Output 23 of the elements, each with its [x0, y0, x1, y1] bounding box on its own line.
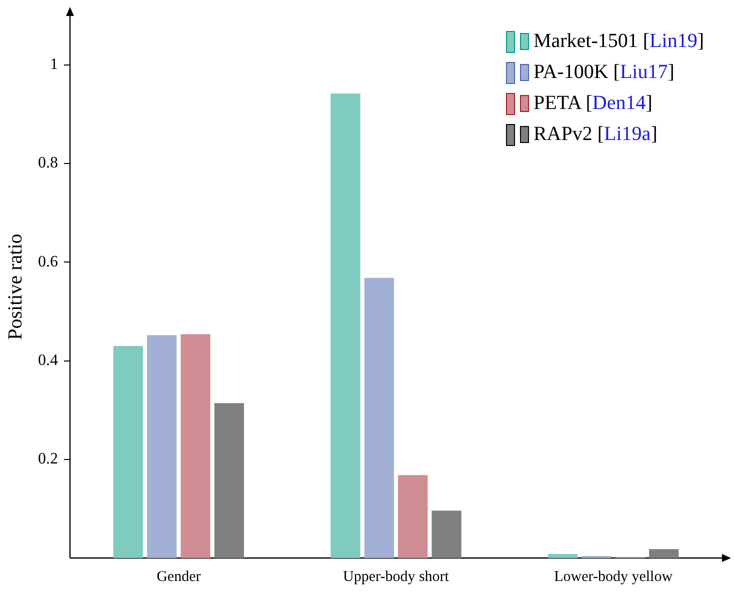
bar — [113, 346, 143, 558]
x-tick-label: Upper-body short — [343, 568, 450, 585]
legend-label: PA-100K [Liu17] — [533, 60, 674, 85]
y-tick-label: 0.6 — [38, 253, 58, 270]
bar — [432, 510, 462, 558]
x-tick-label: Gender — [156, 568, 201, 585]
bar — [398, 475, 428, 558]
bar — [147, 335, 177, 558]
bar — [649, 549, 679, 558]
y-tick-label: 0.2 — [38, 450, 58, 468]
bar — [330, 94, 360, 558]
bar — [180, 334, 210, 558]
legend-label: Market-1501 [Lin19] — [533, 29, 704, 54]
bar — [548, 554, 578, 558]
y-tick-label: 0.8 — [38, 154, 58, 172]
y-axis-title: Positive ratio — [4, 234, 26, 340]
legend-label: PETA [Den14] — [533, 91, 652, 116]
y-tick-label: 0.4 — [38, 352, 58, 369]
legend-label: RAPv2 [Li19a] — [533, 122, 658, 147]
bar — [364, 278, 394, 558]
bar — [214, 403, 244, 558]
x-tick-label: Lower-body yellow — [554, 568, 673, 585]
y-tick-label: 1 — [50, 56, 58, 74]
